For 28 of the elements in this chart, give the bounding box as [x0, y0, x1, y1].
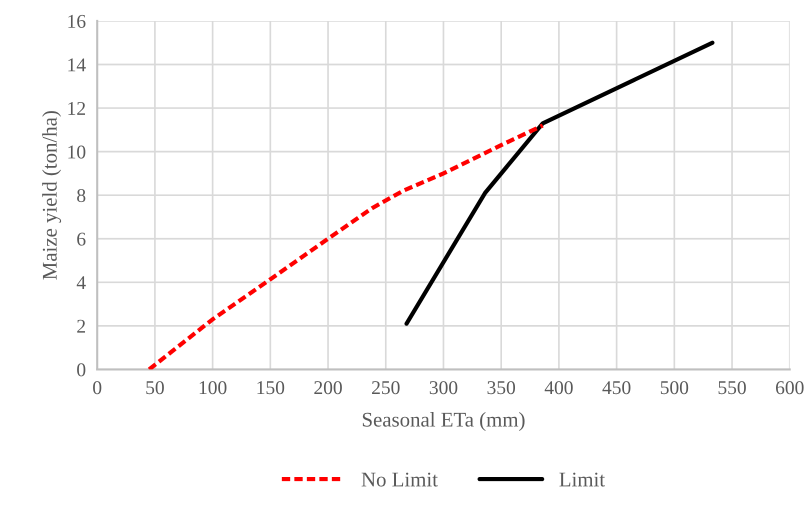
legend-label: No Limit	[362, 472, 438, 487]
y-axis-title: Maize yield (ton/ha)	[42, 111, 62, 280]
line-series	[147, 123, 545, 370]
x-tick-label: 200	[314, 381, 342, 394]
x-tick-label: 300	[430, 381, 458, 394]
x-tick-label: 0	[93, 381, 102, 394]
x-tick-label: 400	[544, 381, 573, 394]
x-tick-label: 50	[146, 381, 164, 394]
y-tick-label: 0	[77, 363, 86, 376]
y-tick-label: 8	[77, 189, 86, 202]
x-tick-label: 600	[776, 381, 804, 394]
y-tick-label: 16	[68, 14, 86, 28]
y-tick-label: 14	[68, 58, 86, 72]
x-tick-label: 350	[488, 381, 516, 394]
x-tick-label: 250	[372, 381, 400, 394]
x-tick-label: 500	[660, 381, 688, 394]
x-tick-label: 550	[718, 381, 746, 394]
y-tick-label: 12	[68, 102, 86, 115]
y-tick-label: 2	[77, 320, 86, 333]
y-tick-label: 6	[77, 232, 86, 246]
legend-label: Limit	[559, 472, 605, 487]
x-axis-title: Seasonal ETa (mm)	[362, 412, 525, 431]
x-tick-label: 100	[200, 381, 226, 394]
x-tick-label: 150	[257, 381, 284, 394]
line-series	[404, 40, 714, 326]
y-tick-label: 10	[68, 145, 86, 159]
y-tick-label: 4	[76, 276, 86, 290]
x-tick-label: 450	[602, 381, 630, 394]
